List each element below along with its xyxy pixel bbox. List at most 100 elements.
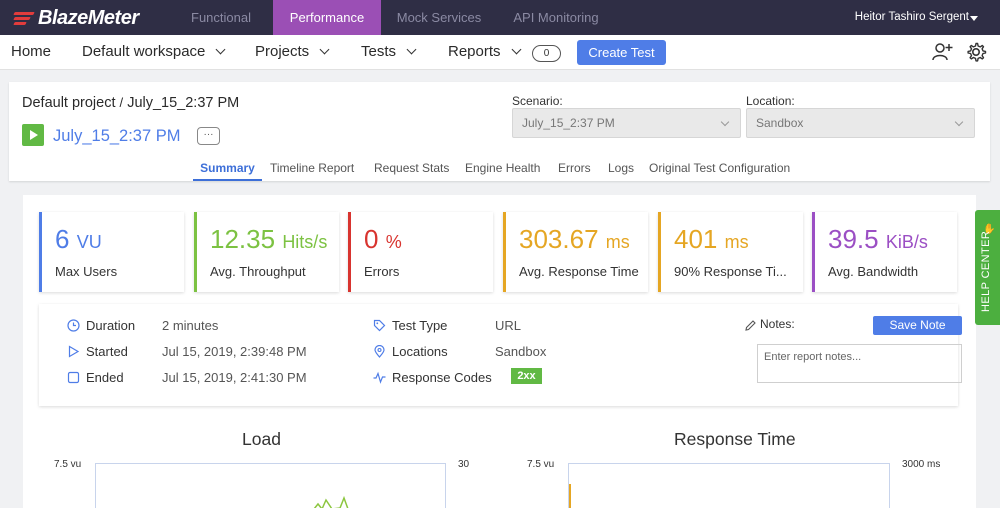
chevron-down-icon: [954, 117, 964, 127]
kpi-value: 39.5 KiB/s: [828, 224, 928, 255]
scenario-label: Scenario:: [512, 94, 563, 108]
kpi-number: 303.67: [519, 224, 599, 254]
hand-wave-icon: ✋: [983, 224, 996, 235]
report-notes-input[interactable]: Enter report notes...: [757, 344, 962, 383]
tab-logs[interactable]: Logs: [608, 161, 635, 175]
nav-tests[interactable]: Tests: [361, 35, 417, 70]
load-chart-series: [313, 495, 349, 508]
load-chart[interactable]: [95, 463, 446, 508]
kpi-unit: KiB/s: [885, 232, 928, 252]
breadcrumb-report: July_15_2:37 PM: [127, 95, 240, 111]
ended-label: Ended: [86, 370, 124, 385]
nav-reports-label: Reports: [448, 43, 501, 60]
notes-label: Notes:: [760, 317, 795, 331]
locations-label: Locations: [392, 344, 448, 359]
tab-errors[interactable]: Errors: [558, 161, 591, 175]
scenario-value: July_15_2:37 PM: [522, 116, 615, 130]
nav-home[interactable]: Home: [11, 35, 51, 70]
response-time-chart-title: Response Time: [674, 429, 796, 449]
kpi-unit: Hits/s: [282, 232, 328, 252]
load-right-axis-label: 30: [458, 459, 470, 470]
kpi-value: 401 ms: [674, 224, 749, 255]
scenario-select[interactable]: July_15_2:37 PM: [512, 108, 741, 138]
response-codes-label: Response Codes: [392, 370, 492, 385]
pencil-icon: [745, 320, 756, 331]
response-time-chart[interactable]: [568, 463, 890, 508]
tab-functional[interactable]: Functional: [191, 10, 251, 25]
play-icon: [68, 345, 80, 358]
kpi-card: 12.35 Hits/s Avg. Throughput: [194, 212, 339, 292]
kpi-label: Avg. Response Time: [519, 264, 639, 279]
caret-down-icon[interactable]: [970, 16, 978, 21]
gear-icon[interactable]: [965, 41, 987, 63]
kpi-value: 303.67 ms: [519, 224, 630, 255]
top-bar: BlazeMeter Functional Performance Mock S…: [0, 0, 1000, 35]
tab-request-stats[interactable]: Request Stats: [374, 161, 450, 175]
user-menu[interactable]: Heitor Tashiro Sergent: [854, 11, 969, 23]
project-header-card: Default project / July_15_2:37 PM July_1…: [9, 82, 990, 181]
kpi-number: 0: [364, 224, 379, 254]
kpi-value: 0 %: [364, 224, 402, 255]
nav-home-label: Home: [11, 43, 52, 60]
test-name-link[interactable]: July_15_2:37 PM: [53, 127, 181, 145]
response-left-axis-label: 7.5 vu: [527, 459, 555, 470]
nav-projects[interactable]: Projects: [255, 35, 330, 70]
tab-original-test-configuration[interactable]: Original Test Configuration: [649, 161, 791, 175]
nav-projects-label: Projects: [255, 43, 310, 60]
load-chart-title: Load: [242, 429, 281, 449]
tag-icon: [373, 319, 386, 332]
help-center-label: HELP CENTER: [980, 230, 992, 312]
test-type-value: URL: [495, 318, 522, 333]
duration-value: 2 minutes: [162, 318, 219, 333]
tab-performance[interactable]: Performance: [273, 0, 381, 35]
tab-summary[interactable]: Summary: [193, 161, 262, 181]
kpi-unit: ms: [605, 232, 630, 252]
location-value: Sandbox: [756, 116, 804, 130]
run-test-button[interactable]: [22, 124, 44, 146]
breadcrumb: Default project / July_15_2:37 PM: [22, 95, 239, 111]
add-user-icon[interactable]: [931, 41, 953, 63]
breadcrumb-project[interactable]: Default project: [22, 95, 116, 111]
tab-mock-services[interactable]: Mock Services: [396, 10, 482, 25]
response-right-axis-label: 3000 ms: [902, 459, 941, 470]
kpi-label: Avg. Bandwidth: [828, 264, 919, 279]
response-code-badge: 2xx: [511, 368, 542, 384]
chevron-down-icon: [215, 44, 226, 55]
nav-workspace-label: Default workspace: [82, 43, 206, 60]
location-label: Location:: [746, 94, 795, 108]
pulse-icon: [373, 371, 386, 384]
kpi-card: 0 % Errors: [348, 212, 493, 292]
response-time-chart-series: [569, 484, 571, 508]
load-left-axis-label: 7.5 vu: [54, 459, 82, 470]
location-pin-icon: [374, 345, 385, 358]
kpi-label: Avg. Throughput: [210, 264, 306, 279]
started-value: Jul 15, 2019, 2:39:48 PM: [162, 344, 307, 359]
kpi-card: 303.67 ms Avg. Response Time: [503, 212, 648, 292]
reports-count-badge[interactable]: 0: [532, 45, 561, 62]
kpi-value: 6 VU: [55, 224, 102, 255]
tab-api-monitoring[interactable]: API Monitoring: [513, 10, 599, 25]
help-center-tab[interactable]: ✋ HELP CENTER: [975, 210, 1000, 325]
ended-value: Jul 15, 2019, 2:41:30 PM: [162, 370, 307, 385]
main-nav: Home Default workspace Projects Tests Re…: [0, 35, 1000, 70]
kpi-card: 401 ms 90% Response Ti...: [658, 212, 803, 292]
test-type-label: Test Type: [392, 318, 448, 333]
tab-timeline-report[interactable]: Timeline Report: [270, 161, 355, 175]
nav-workspace[interactable]: Default workspace: [82, 35, 226, 70]
kpi-number: 39.5: [828, 224, 879, 254]
blazemeter-logo[interactable]: BlazeMeter: [13, 6, 139, 30]
tab-engine-health[interactable]: Engine Health: [465, 161, 541, 175]
nav-reports[interactable]: Reports: [448, 35, 521, 70]
kpi-card: 39.5 KiB/s Avg. Bandwidth: [812, 212, 957, 292]
duration-label: Duration: [86, 318, 136, 333]
stop-icon: [67, 371, 80, 384]
location-select[interactable]: Sandbox: [746, 108, 975, 138]
more-options-button[interactable]: ···: [197, 127, 220, 145]
logo-icon: [13, 9, 36, 27]
logo-text: BlazeMeter: [38, 6, 139, 29]
create-test-button[interactable]: Create Test: [577, 40, 666, 65]
summary-panel: 6 VU Max Users 12.35 Hits/s Avg. Throughput…: [23, 195, 976, 508]
save-note-button[interactable]: Save Note: [873, 316, 962, 335]
chevron-down-icon: [511, 44, 521, 55]
kpi-number: 12.35: [210, 224, 276, 254]
